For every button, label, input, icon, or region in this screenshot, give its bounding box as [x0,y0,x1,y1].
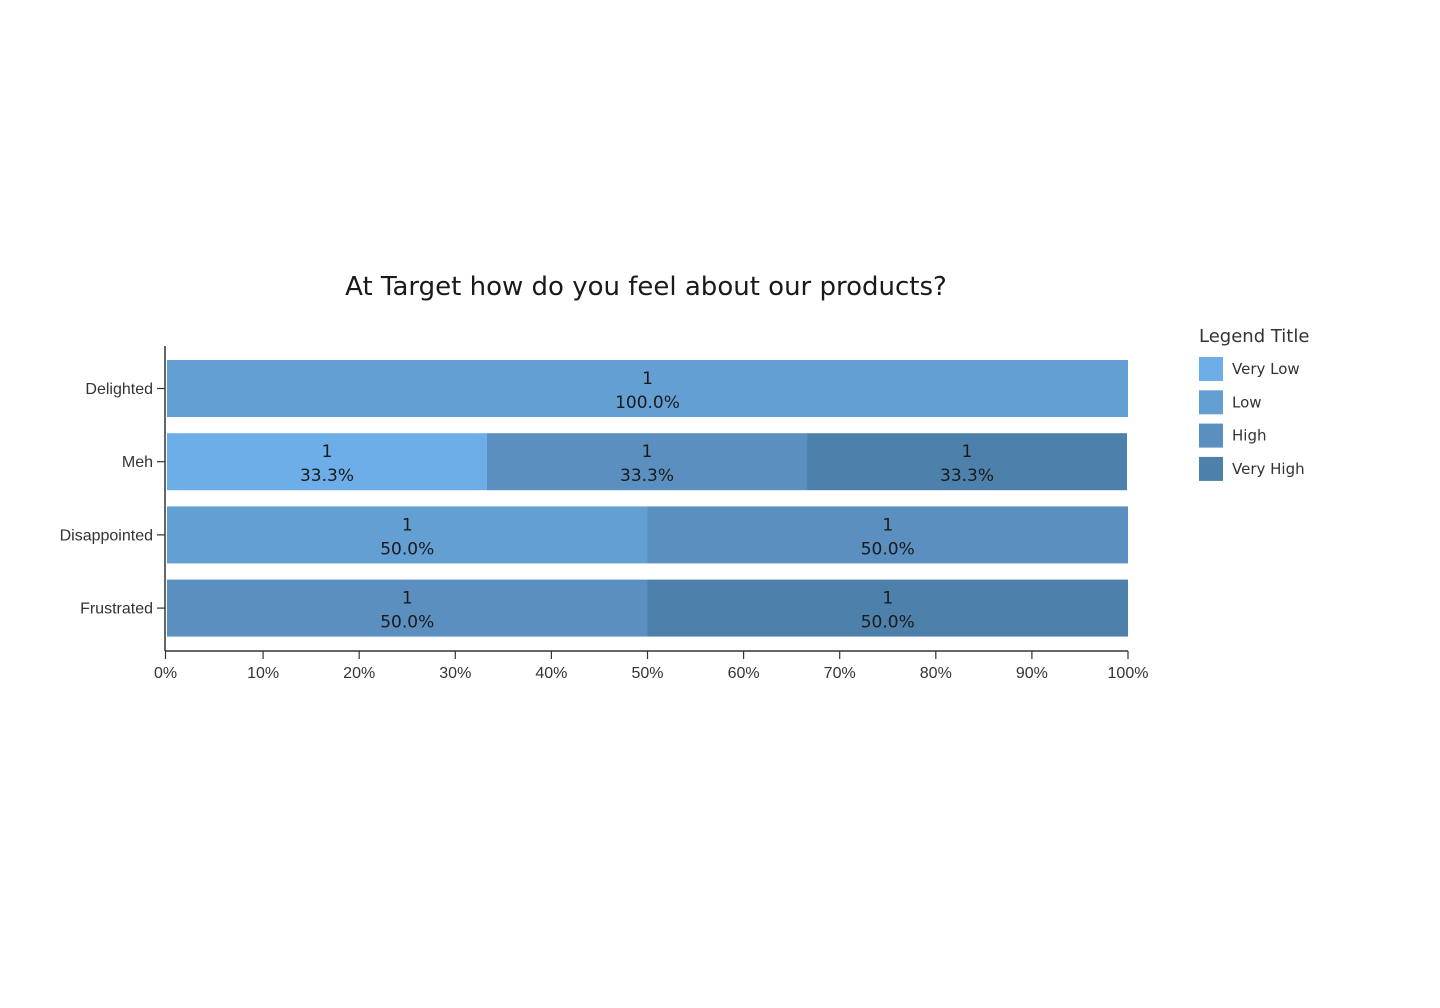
x-tick-label: 20% [343,665,375,682]
legend-swatch-low [1199,390,1223,415]
legend-swatch-very-high [1199,456,1223,481]
bar-count-label: 1 [642,369,653,389]
bar-percent-label: 33.3% [300,466,354,486]
y-tick-label: Disappointed [60,527,153,544]
bar-meh-very-low [167,433,488,491]
bar-percent-label: 50.0% [861,613,915,633]
legend-label-very-high: Very High [1232,460,1305,478]
bar-count-label: 1 [402,589,413,609]
legend-label-high: High [1232,427,1266,445]
bar-count-label: 1 [642,442,653,462]
x-tick-label: 80% [920,665,952,682]
bar-percent-label: 100.0% [615,393,680,413]
legend-swatch-high [1199,423,1223,448]
x-tick-label: 50% [631,665,663,682]
bar-frustrated-very-high [647,579,1128,637]
legend: Legend Title Very Low Low High Very High [1199,326,1309,481]
x-tick-label: 30% [439,665,471,682]
x-tick-label: 40% [535,665,567,682]
legend-swatch-very-low [1199,357,1223,381]
bar-count-label: 1 [322,442,333,462]
x-tick-label: 100% [1108,665,1149,682]
bar-percent-label: 50.0% [380,613,434,633]
legend-label-low: Low [1232,393,1262,411]
bar-count-label: 1 [882,515,893,535]
x-tick-label: 60% [728,665,760,682]
x-tick-label: 90% [1016,665,1048,682]
bar-percent-label: 33.3% [940,466,994,486]
x-tick-label: 0% [154,665,177,682]
bar-percent-label: 50.0% [861,539,915,559]
x-tick-label: 10% [247,665,279,682]
bars-layer: 1 100.0% 1 33.3% 1 33.3% 1 33.3% 1 50.0% 1 50.0% 1 50… [167,360,1128,637]
bar-count-label: 1 [962,442,973,462]
bar-delighted-low [167,360,1128,417]
bar-percent-label: 50.0% [380,539,434,559]
bar-frustrated-high [167,579,648,637]
bar-meh-very-high [807,433,1128,491]
y-tick-label: Frustrated [80,601,153,618]
y-tick-label: Meh [122,454,153,471]
y-tick-label: Delighted [85,381,153,398]
bar-percent-label: 33.3% [620,466,674,486]
legend-label-very-low: Very Low [1232,360,1300,378]
bar-count-label: 1 [402,515,413,535]
bar-count-label: 1 [882,589,893,609]
x-tick-label: 70% [824,665,856,682]
chart-title: At Target how do you feel about our prod… [345,272,947,302]
legend-title: Legend Title [1199,326,1309,347]
axes: Delighted Meh Disappointed Frustrated 0% 10% 2… [60,346,1149,682]
bar-disappointed-high [647,506,1128,564]
bar-meh-high [487,433,808,491]
bar-disappointed-low [167,506,648,564]
